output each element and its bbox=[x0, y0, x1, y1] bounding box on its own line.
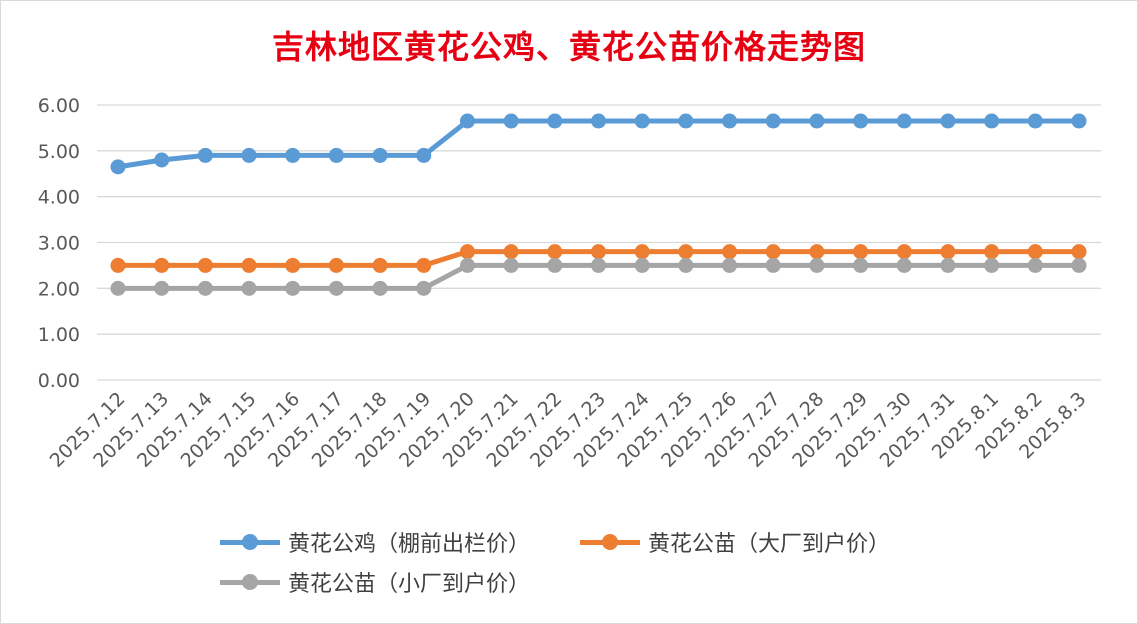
y-axis-ticks: 0.00 1.00 2.00 3.00 4.00 5.00 6.00 bbox=[38, 95, 80, 392]
data-point-2-4 bbox=[285, 280, 301, 296]
data-point-0-22 bbox=[1071, 113, 1087, 129]
data-point-2-6 bbox=[372, 280, 388, 296]
data-point-0-17 bbox=[853, 113, 869, 129]
legend-label-0: 黄花公鸡（棚前出栏价） bbox=[288, 532, 531, 557]
data-point-0-2 bbox=[197, 147, 213, 163]
data-point-2-12 bbox=[634, 257, 650, 273]
series-2 bbox=[110, 257, 1087, 296]
y-tick-label-3: 3.00 bbox=[38, 233, 80, 255]
data-point-1-13 bbox=[678, 244, 694, 260]
data-point-0-6 bbox=[372, 147, 388, 163]
data-point-1-16 bbox=[809, 244, 825, 260]
legend-item-series-1: 黄花公苗（大厂到户价） bbox=[580, 526, 890, 558]
data-point-1-9 bbox=[503, 244, 519, 260]
data-point-1-17 bbox=[853, 244, 869, 260]
data-point-2-2 bbox=[197, 280, 213, 296]
data-point-2-1 bbox=[154, 280, 170, 296]
data-point-1-11 bbox=[591, 244, 606, 260]
data-point-0-1 bbox=[154, 152, 170, 168]
legend-marker-2 bbox=[242, 574, 258, 590]
data-point-1-7 bbox=[416, 257, 432, 273]
data-point-2-10 bbox=[547, 257, 563, 273]
series-lines bbox=[110, 113, 1087, 296]
y-tick-label-4: 4.00 bbox=[38, 187, 80, 209]
data-point-2-16 bbox=[809, 257, 825, 273]
data-point-1-19 bbox=[940, 244, 956, 260]
data-point-2-11 bbox=[591, 257, 606, 273]
legend-item-series-2: 黄花公苗（小厂到户价） bbox=[220, 566, 530, 598]
legend-label-2: 黄花公苗（小厂到户价） bbox=[288, 572, 531, 597]
y-tick-label-1: 1.00 bbox=[38, 324, 80, 346]
data-point-0-3 bbox=[241, 147, 257, 163]
data-point-1-4 bbox=[285, 257, 301, 273]
data-point-1-8 bbox=[459, 244, 475, 260]
data-point-2-0 bbox=[110, 280, 126, 296]
data-point-1-22 bbox=[1071, 244, 1087, 260]
data-point-1-14 bbox=[722, 244, 738, 260]
grid-lines bbox=[97, 104, 1101, 381]
data-point-1-15 bbox=[765, 244, 781, 260]
data-point-2-3 bbox=[241, 280, 257, 296]
data-point-2-15 bbox=[765, 257, 781, 273]
data-point-2-9 bbox=[503, 257, 519, 273]
series-1 bbox=[110, 244, 1087, 273]
legend-swatch-0 bbox=[220, 532, 280, 552]
data-point-2-19 bbox=[940, 257, 956, 273]
data-point-1-18 bbox=[896, 244, 912, 260]
y-tick-label-0: 0.00 bbox=[38, 370, 80, 392]
y-tick-label-2: 2.00 bbox=[38, 278, 80, 300]
data-point-1-0 bbox=[110, 257, 126, 273]
data-point-1-20 bbox=[984, 244, 1000, 260]
data-point-2-14 bbox=[722, 257, 738, 273]
legend-swatch-1 bbox=[580, 532, 640, 552]
data-point-0-15 bbox=[765, 113, 781, 129]
data-point-0-11 bbox=[591, 113, 606, 129]
data-point-0-19 bbox=[940, 113, 956, 129]
data-point-0-5 bbox=[328, 147, 344, 163]
chart-title: 吉林地区黄花公鸡、黄花公苗价格走势图 bbox=[271, 28, 866, 66]
data-point-0-14 bbox=[722, 113, 738, 129]
data-point-1-1 bbox=[154, 257, 170, 273]
data-point-1-12 bbox=[634, 244, 650, 260]
data-point-0-9 bbox=[503, 113, 519, 129]
data-point-0-12 bbox=[634, 113, 650, 129]
legend-label-1: 黄花公苗（大厂到户价） bbox=[648, 532, 891, 557]
data-point-2-13 bbox=[678, 257, 694, 273]
data-point-0-20 bbox=[984, 113, 1000, 129]
data-point-0-16 bbox=[809, 113, 825, 129]
x-axis-ticks: 2025.7.122025.7.132025.7.142025.7.152025… bbox=[46, 388, 1091, 472]
data-point-1-6 bbox=[372, 257, 388, 273]
data-point-2-22 bbox=[1071, 257, 1087, 273]
data-point-0-13 bbox=[678, 113, 694, 129]
data-point-0-4 bbox=[285, 147, 301, 163]
data-point-2-18 bbox=[896, 257, 912, 273]
data-point-2-7 bbox=[416, 280, 432, 296]
legend-marker-0 bbox=[242, 534, 258, 550]
data-point-0-8 bbox=[459, 113, 475, 129]
data-point-2-5 bbox=[328, 280, 344, 296]
data-point-0-0 bbox=[110, 159, 126, 175]
legend-item-series-0: 黄花公鸡（棚前出栏价） bbox=[220, 526, 530, 558]
data-point-0-21 bbox=[1027, 113, 1043, 129]
y-tick-label-6: 6.00 bbox=[38, 95, 80, 117]
data-point-1-5 bbox=[328, 257, 344, 273]
data-point-1-21 bbox=[1027, 244, 1043, 260]
series-0 bbox=[110, 113, 1087, 175]
data-point-2-21 bbox=[1027, 257, 1043, 273]
data-point-1-10 bbox=[547, 244, 563, 260]
data-point-0-7 bbox=[416, 147, 432, 163]
legend-swatch-2 bbox=[220, 572, 280, 592]
data-point-2-20 bbox=[984, 257, 1000, 273]
data-point-1-2 bbox=[197, 257, 213, 273]
data-point-0-18 bbox=[896, 113, 912, 129]
data-point-1-3 bbox=[241, 257, 257, 273]
legend-marker-1 bbox=[602, 534, 618, 550]
y-tick-label-5: 5.00 bbox=[38, 141, 80, 163]
data-point-0-10 bbox=[547, 113, 563, 129]
data-point-2-8 bbox=[459, 257, 475, 273]
data-point-2-17 bbox=[853, 257, 869, 273]
